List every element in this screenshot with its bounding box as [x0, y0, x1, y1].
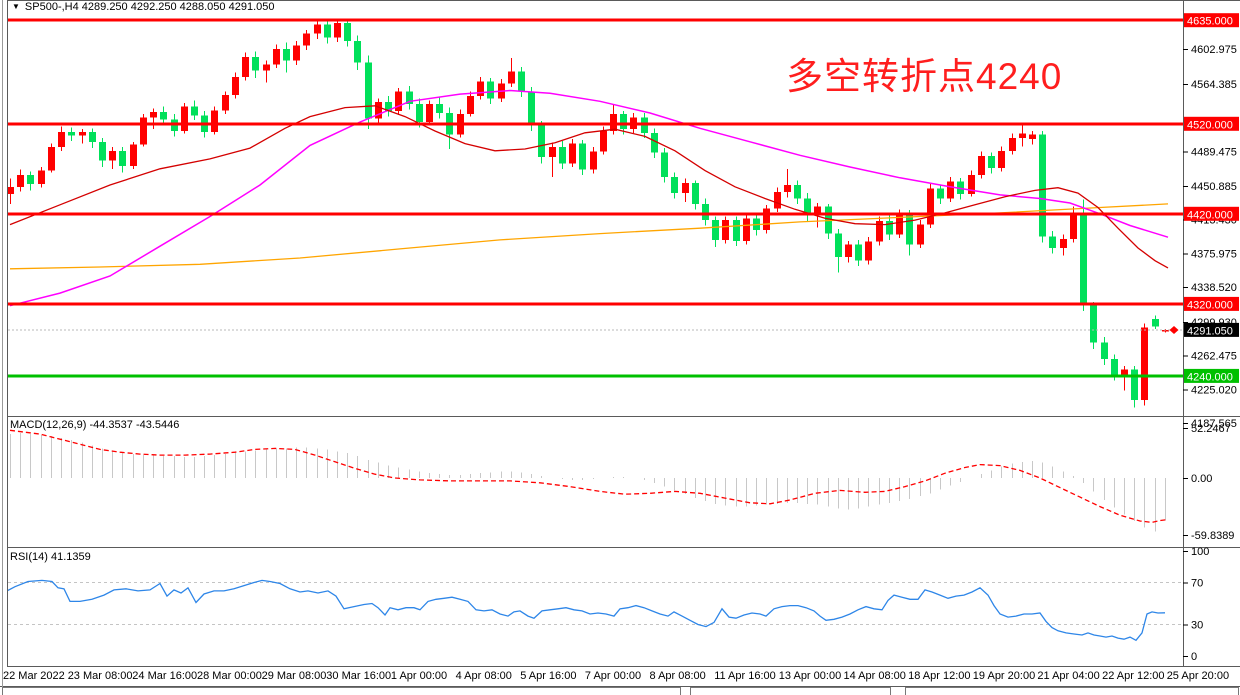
price-level-badge — [1184, 296, 1239, 311]
time-axis-label: 30 Mar 16:00 — [326, 670, 391, 682]
time-axis-label: 21 Apr 04:00 — [1037, 670, 1099, 682]
time-axis-label: 5 Apr 16:00 — [520, 670, 576, 682]
badge-text: 4635.000 — [1187, 16, 1233, 28]
time-axis-label: 7 Apr 00:00 — [585, 670, 641, 682]
price-level-badge — [1184, 13, 1239, 28]
macd-indicator-label: MACD(12,26,9) -44.3537 -43.5446 — [10, 419, 180, 431]
ma-mid-line — [9, 89, 1169, 307]
macd-plot-area[interactable] — [8, 418, 1183, 546]
price-axis-label: 4450.885 — [1191, 181, 1237, 193]
docked-window-edge[interactable] — [2, 687, 681, 695]
time-axis-label: 13 Apr 00:00 — [779, 670, 841, 682]
time-axis-label: 25 Apr 20:00 — [1167, 670, 1229, 682]
time-axis-label: 22 Mar 2022 — [3, 670, 65, 682]
buy-arrow-marker[interactable] — [1169, 325, 1179, 334]
docked-window-edge[interactable] — [690, 687, 891, 695]
rsi-axis-label: 30 — [1191, 620, 1203, 632]
badge-text: 4420.000 — [1187, 209, 1233, 221]
macd-axis-label: -59.8389 — [1191, 530, 1234, 542]
time-axis-label: 23 Mar 08:00 — [68, 670, 133, 682]
price-axis-label: 4489.475 — [1191, 146, 1237, 158]
badge-text: 4291.050 — [1187, 325, 1233, 337]
badge-text: 4520.000 — [1187, 119, 1233, 131]
docked-window-edge[interactable] — [905, 687, 1239, 695]
macd-axis-label: 52.2467 — [1191, 423, 1231, 435]
time-axis-label: 19 Apr 20:00 — [973, 670, 1035, 682]
time-axis-label: 11 Apr 16:00 — [714, 670, 776, 682]
price-axis-label: 4564.385 — [1191, 79, 1237, 91]
time-axis-label: 14 Apr 08:00 — [844, 670, 906, 682]
price-level-badge — [1184, 206, 1239, 221]
time-axis-label: 4 Apr 08:00 — [456, 670, 512, 682]
price-level-badge — [1184, 116, 1239, 131]
price-axis-label: 4225.020 — [1191, 384, 1237, 396]
time-axis-label: 22 Apr 12:00 — [1102, 670, 1164, 682]
price-axis-label: 4262.475 — [1191, 351, 1237, 363]
macd-signal-line — [9, 429, 1169, 524]
rsi-indicator-label: RSI(14) 41.1359 — [10, 551, 91, 563]
time-axis-label: 24 Mar 16:00 — [132, 670, 197, 682]
time-axis-label: 1 Apr 00:00 — [391, 670, 447, 682]
price-axis-label: 4338.520 — [1191, 282, 1237, 294]
chart-title-bar[interactable]: ▼ SP500-,H4 4289.250 4292.250 4288.050 42… — [12, 1, 274, 13]
macd-axis-label: 0.00 — [1191, 473, 1212, 485]
time-axis-label: 18 Apr 12:00 — [908, 670, 970, 682]
time-axis-label: 29 Mar 08:00 — [262, 670, 327, 682]
chart-title: SP500-,H4 4289.250 4292.250 4288.050 429… — [24, 1, 275, 13]
rsi-plot-area[interactable] — [8, 550, 1183, 666]
time-axis-label: 28 Mar 00:00 — [197, 670, 262, 682]
current-price-badge — [1184, 322, 1239, 337]
symbol-dropdown-icon[interactable]: ▼ — [12, 2, 20, 11]
chart-annotation: 多空转折点4240 — [786, 56, 1063, 97]
candles — [8, 18, 1169, 408]
macd-histogram — [10, 433, 1166, 532]
time-axis-label: 8 Apr 08:00 — [650, 670, 706, 682]
rsi-line — [8, 579, 1166, 642]
rsi-axis-label: 0 — [1191, 651, 1197, 663]
badge-text: 4240.000 — [1187, 371, 1233, 383]
price-axis-label: 4602.975 — [1191, 44, 1237, 56]
badge-text: 4320.000 — [1187, 299, 1233, 311]
price-axis-label: 4187.565 — [1191, 418, 1237, 430]
price-level-badge — [1184, 368, 1239, 383]
price-axis-label: 4375.975 — [1191, 248, 1237, 260]
rsi-axis-label: 70 — [1191, 578, 1203, 590]
rsi-axis-label: 100 — [1191, 546, 1209, 558]
